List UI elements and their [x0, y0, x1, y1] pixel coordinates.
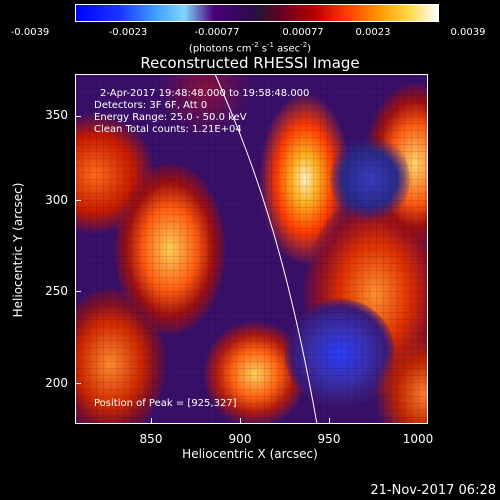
plot-title: Reconstructed RHESSI Image — [140, 54, 360, 72]
colorbar — [75, 4, 439, 22]
colorbar-tick-label: 0.00077 — [282, 27, 324, 38]
x-tick-mark — [240, 418, 241, 424]
y-tick-mark — [75, 291, 81, 292]
colorbar-tick-label: -0.0039 — [10, 27, 50, 38]
colorbar-tick-label: -0.0023 — [108, 27, 148, 38]
x-tick-mark — [329, 418, 330, 424]
datestamp: 21-Nov-2017 06:28 — [370, 483, 496, 498]
y-tick-mark — [75, 116, 81, 117]
colorbar-tick-label: 0.0023 — [355, 27, 391, 38]
y-axis-label: Heliocentric Y (arcsec) — [11, 182, 25, 318]
y-tick-label: 300 — [45, 193, 68, 207]
y-tick-label: 250 — [45, 284, 68, 298]
energy-range-label: Energy Range: 25.0 - 50.0 keV — [94, 112, 247, 123]
time-range-label: 2-Apr-2017 19:48:48.000 to 19:58:48.000 — [100, 88, 310, 99]
x-tick-label: 850 — [139, 432, 163, 446]
colorbar-tick-label: -0.00077 — [194, 27, 240, 38]
x-axis-label: Heliocentric X (arcsec) — [182, 447, 318, 461]
clean-counts-label: Clean Total counts: 1.21E+04 — [94, 124, 242, 135]
colorbar-units: (photons cm-2 s-1 asec-2) — [188, 41, 312, 55]
detectors-label: Detectors: 3F 6F, Att 0 — [94, 100, 208, 111]
colorbar-tick-label: 0.0039 — [450, 27, 486, 38]
y-tick-label: 350 — [45, 108, 68, 122]
x-tick-label: 950 — [317, 432, 341, 446]
y-tick-label: 200 — [45, 376, 68, 390]
x-tick-label: 900 — [228, 432, 252, 446]
peak-position-label: Position of Peak = [925,327] — [94, 398, 237, 409]
y-tick-mark — [75, 200, 81, 201]
y-tick-mark — [75, 383, 81, 384]
x-tick-mark — [151, 418, 152, 424]
plot-frame — [75, 74, 428, 424]
rhessi-image — [75, 74, 428, 424]
solar-limb-line — [214, 74, 318, 424]
x-tick-label: 1000 — [402, 432, 434, 446]
